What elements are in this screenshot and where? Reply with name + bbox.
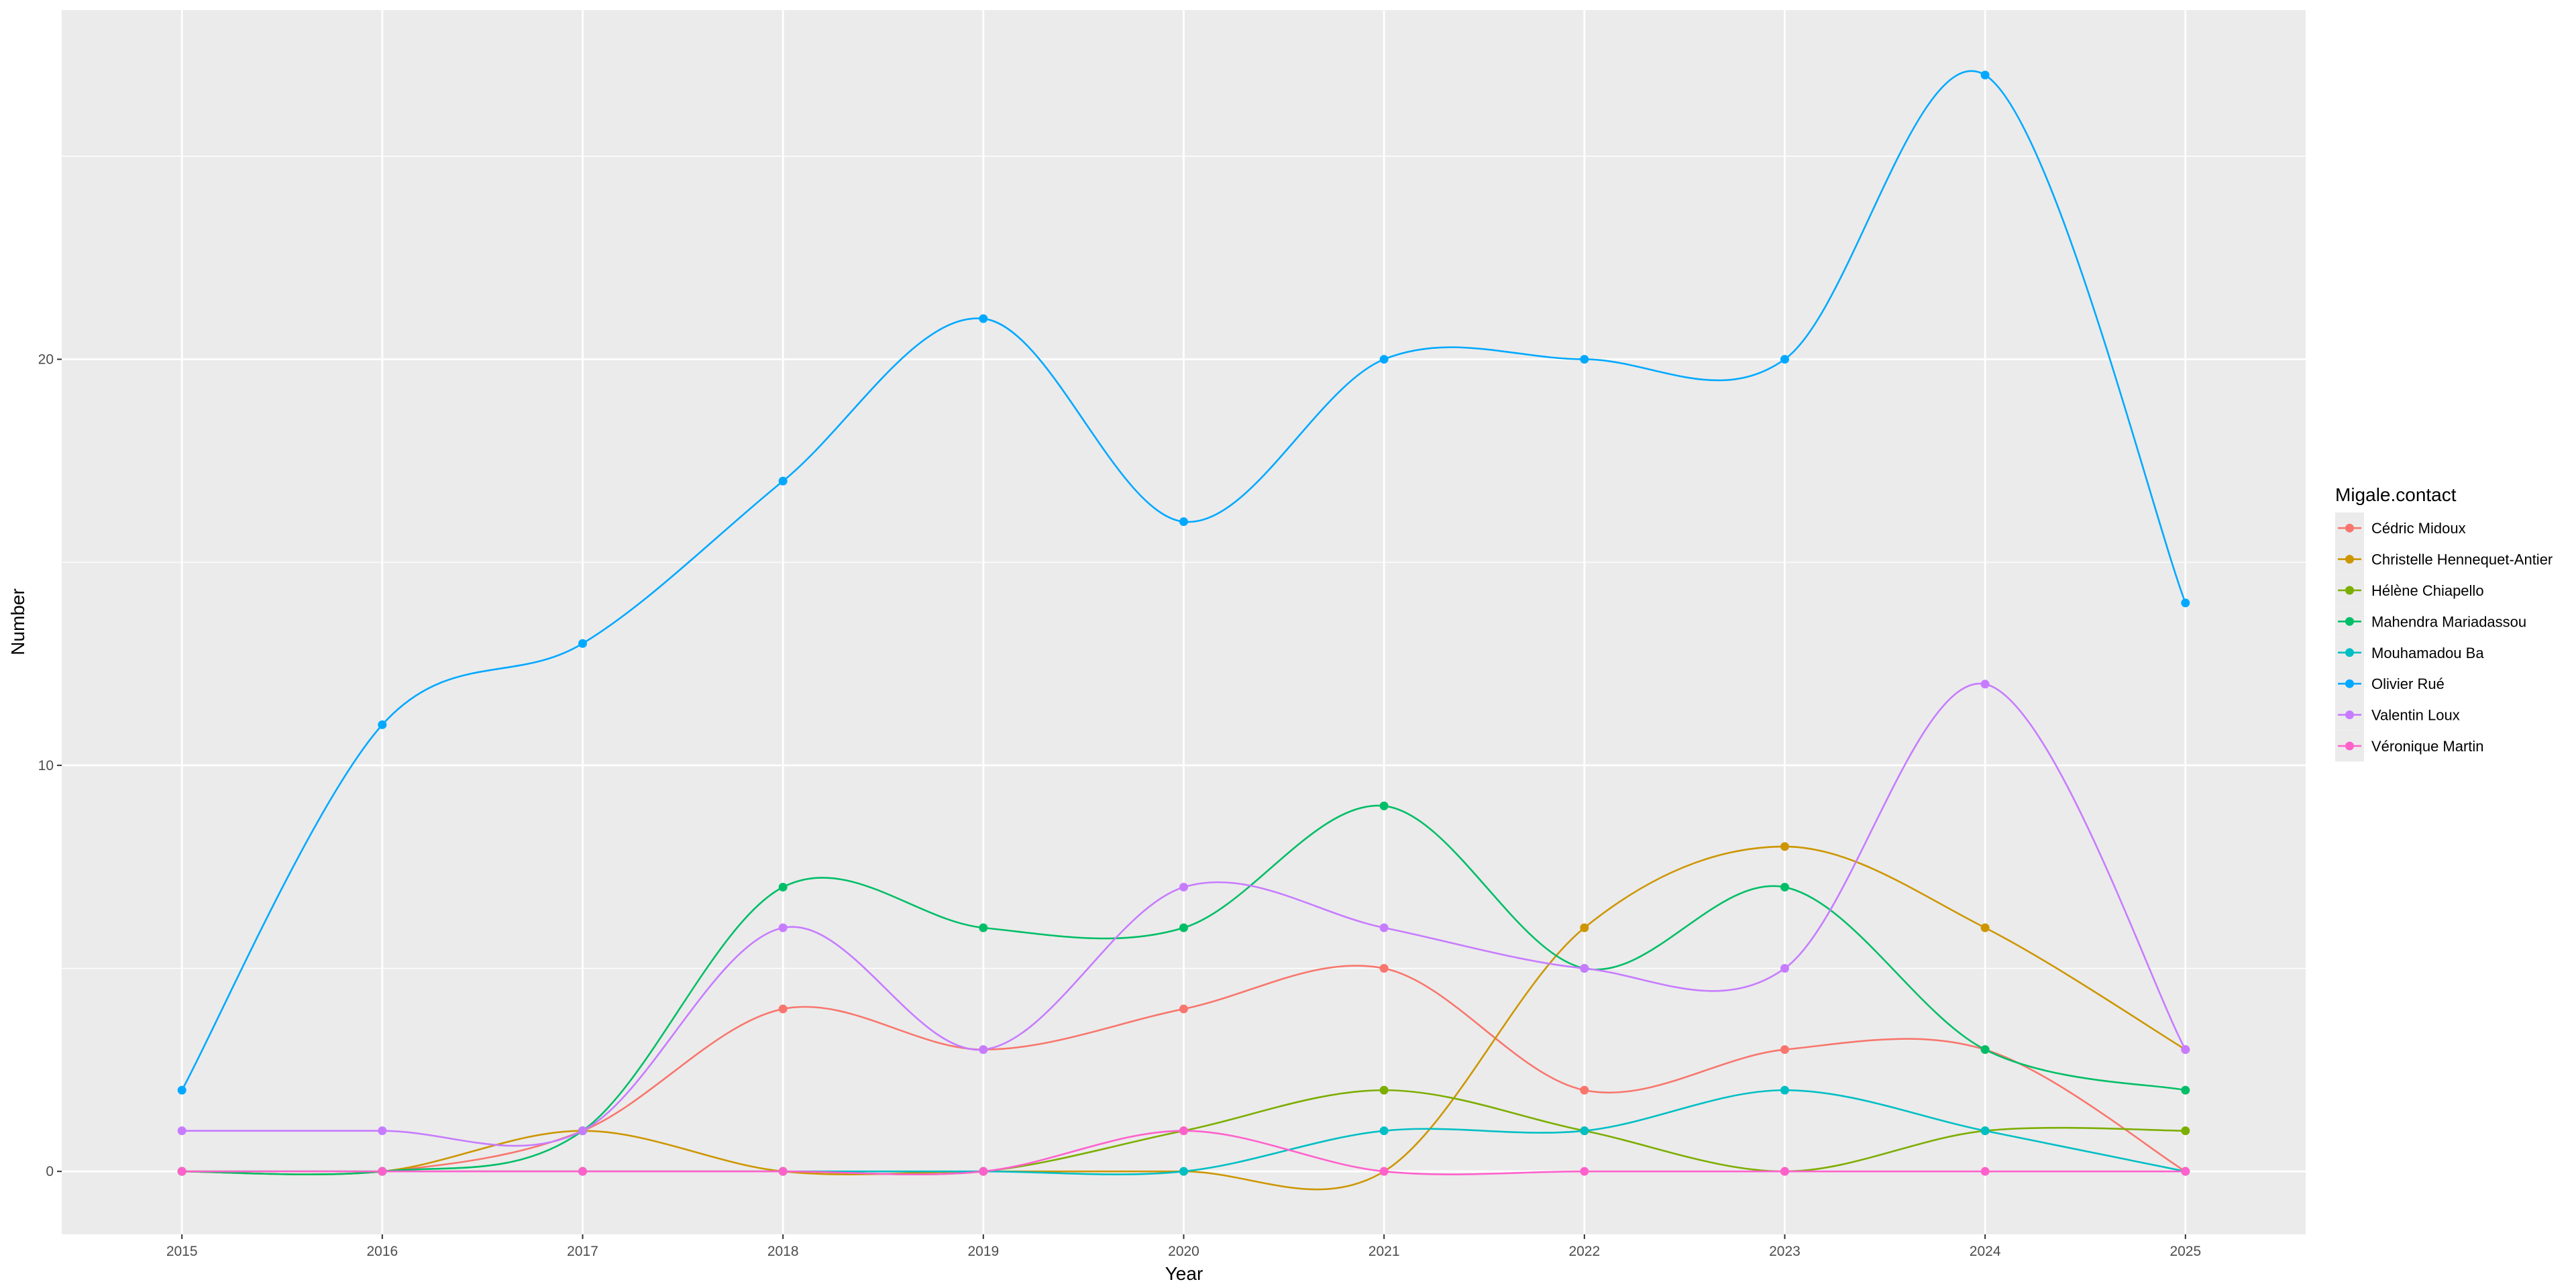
data-point xyxy=(1780,355,1789,364)
x-tick-label: 2019 xyxy=(967,1244,999,1259)
data-point xyxy=(2181,1167,2190,1176)
legend-key-point xyxy=(2345,741,2354,751)
data-point xyxy=(1379,1085,1389,1095)
data-point xyxy=(1580,1085,1589,1095)
data-point xyxy=(979,1167,988,1176)
data-point xyxy=(1780,964,1789,973)
series-line xyxy=(181,70,2187,1091)
data-point xyxy=(1980,1045,1990,1055)
legend-key-point xyxy=(2345,523,2354,533)
data-point xyxy=(578,639,588,648)
data-point xyxy=(1179,1126,1188,1136)
data-point xyxy=(1580,1167,1589,1176)
legend-label: Christelle Hennequet-Antier xyxy=(2371,551,2553,568)
data-point xyxy=(1780,1085,1789,1095)
data-point xyxy=(1179,1167,1188,1176)
y-axis-title: Number xyxy=(7,588,28,655)
legend-key-point xyxy=(2345,648,2354,657)
legend-key-point xyxy=(2345,710,2354,720)
data-point xyxy=(979,314,988,323)
x-tick-label: 2025 xyxy=(2169,1244,2201,1259)
series-points xyxy=(177,70,2190,1176)
data-point xyxy=(1780,842,1789,851)
axes: 2015 2016 2017 2018 2019 2020 2021 2022 2023 2024… xyxy=(38,352,2202,1259)
data-point xyxy=(1580,964,1589,973)
x-axis-title: Year xyxy=(1165,1263,1203,1284)
data-point xyxy=(778,1004,788,1014)
x-tick-label: 2020 xyxy=(1168,1244,1199,1259)
legend-label: Hélène Chiapello xyxy=(2371,582,2484,599)
x-tick-label: 2016 xyxy=(366,1244,398,1259)
data-point xyxy=(1780,1167,1789,1176)
legend-label: Véronique Martin xyxy=(2371,738,2484,755)
data-point xyxy=(778,476,788,486)
legend-label: Valentin Loux xyxy=(2371,707,2460,724)
data-point xyxy=(378,1126,387,1136)
x-tick-label: 2015 xyxy=(166,1244,198,1259)
data-point xyxy=(2181,1085,2190,1095)
data-point xyxy=(1780,882,1789,892)
major-gridlines xyxy=(62,10,2306,1234)
data-point xyxy=(177,1167,186,1176)
data-point xyxy=(1980,70,1990,80)
data-point xyxy=(1580,1126,1589,1136)
x-tick-label: 2023 xyxy=(1769,1244,1801,1259)
x-tick-label: 2024 xyxy=(1970,1244,2001,1259)
data-point xyxy=(1379,355,1389,364)
data-point xyxy=(1580,923,1589,932)
data-point xyxy=(578,1167,588,1176)
y-tick-label: 20 xyxy=(38,352,54,368)
series-line xyxy=(182,682,2186,1147)
data-point xyxy=(1379,1167,1389,1176)
data-point xyxy=(1379,923,1389,932)
data-point xyxy=(979,1045,988,1055)
legend-title: Migale.contact xyxy=(2335,484,2457,505)
data-point xyxy=(2181,1045,2190,1055)
data-point xyxy=(2181,598,2190,608)
data-point xyxy=(378,1167,387,1176)
series-line xyxy=(182,804,2186,1175)
legend-key-point xyxy=(2345,679,2354,688)
data-point xyxy=(1179,1004,1188,1014)
data-point xyxy=(1379,1126,1389,1136)
data-point xyxy=(578,1126,588,1136)
legend-key-point xyxy=(2345,555,2354,564)
data-point xyxy=(1980,923,1990,932)
data-point xyxy=(378,720,387,729)
data-point xyxy=(1980,680,1990,689)
legend-label: Cédric Midoux xyxy=(2371,520,2466,537)
data-point xyxy=(177,1126,186,1136)
data-point xyxy=(1980,1126,1990,1136)
data-point xyxy=(1179,923,1188,932)
legend-key-point xyxy=(2345,586,2354,595)
legend: Migale.contact Cédric Midoux Christelle H… xyxy=(2335,484,2553,762)
data-point xyxy=(1379,964,1389,973)
legend-label: Mouhamadou Ba xyxy=(2371,645,2484,661)
data-point xyxy=(979,923,988,932)
legend-key-point xyxy=(2345,616,2354,626)
x-tick-label: 2022 xyxy=(1568,1244,1600,1259)
legend-label: Mahendra Mariadassou xyxy=(2371,613,2526,630)
data-point xyxy=(778,1167,788,1176)
data-point xyxy=(177,1085,186,1095)
data-point xyxy=(1780,1045,1789,1055)
data-point xyxy=(778,882,788,892)
legend-items: Cédric Midoux Christelle Hennequet-Antier… xyxy=(2335,513,2553,762)
series-line xyxy=(182,845,2186,1191)
data-point xyxy=(1179,882,1188,892)
x-tick-label: 2018 xyxy=(767,1244,799,1259)
data-point xyxy=(1179,517,1188,527)
data-point xyxy=(1379,801,1389,810)
x-tick-label: 2017 xyxy=(567,1244,598,1259)
legend-label: Olivier Rué xyxy=(2371,676,2445,692)
data-point xyxy=(778,923,788,932)
data-point xyxy=(1580,355,1589,364)
data-point xyxy=(2181,1126,2190,1136)
y-tick-label: 10 xyxy=(38,758,54,773)
y-tick-label: 0 xyxy=(46,1164,54,1179)
data-point xyxy=(1980,1167,1990,1176)
x-tick-label: 2021 xyxy=(1368,1244,1400,1259)
